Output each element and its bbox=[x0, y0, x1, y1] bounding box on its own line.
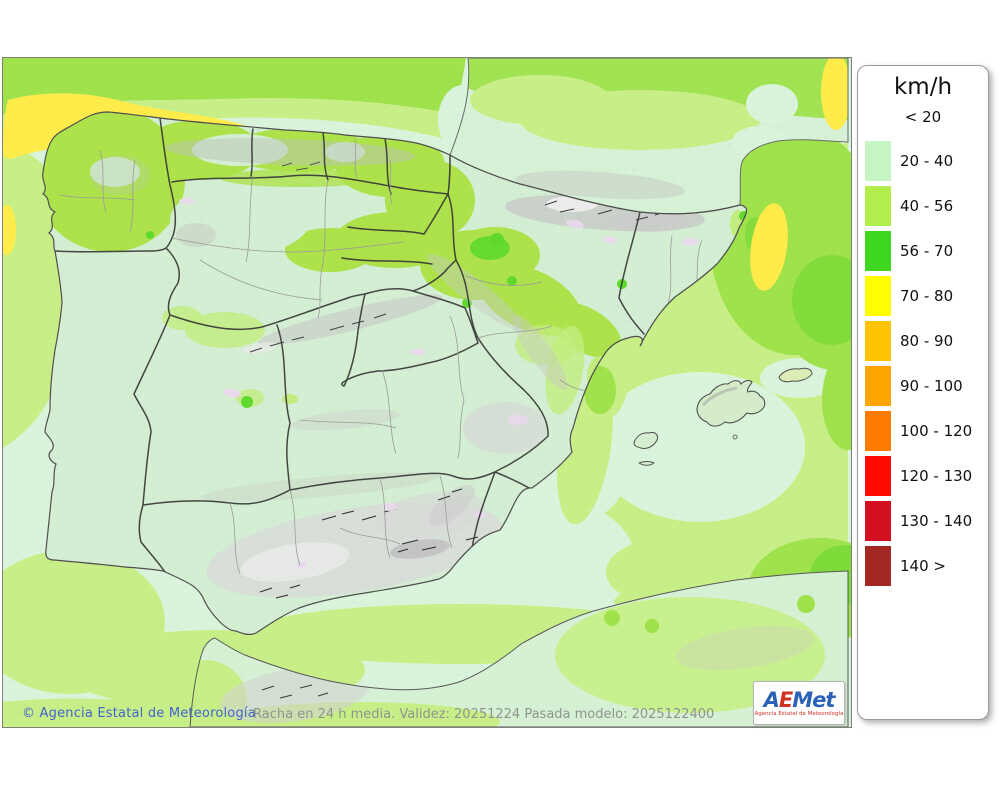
legend-row: 20 - 40 bbox=[865, 141, 983, 181]
aemet-logo-text: AEMet bbox=[763, 687, 836, 712]
legend-swatch bbox=[865, 366, 891, 406]
legend-swatch bbox=[865, 456, 891, 496]
legend-swatch bbox=[865, 186, 891, 226]
legend-row: 130 - 140 bbox=[865, 501, 983, 541]
legend-swatch bbox=[865, 276, 891, 316]
wind-speed-legend: km/h < 20 20 - 40 40 - 56 56 - 70 70 - 8… bbox=[857, 65, 989, 720]
stipple-texture bbox=[3, 58, 851, 727]
legend-under-20-label: < 20 bbox=[904, 108, 942, 126]
legend-swatch bbox=[865, 501, 891, 541]
legend-unit-title: km/h bbox=[893, 74, 953, 100]
aemet-logo: AEMet Agencia Estatal de Meteorología bbox=[753, 681, 845, 725]
legend-swatch bbox=[865, 231, 891, 271]
legend-swatch bbox=[865, 411, 891, 451]
legend-row: 90 - 100 bbox=[865, 366, 983, 406]
legend-row: 80 - 90 bbox=[865, 321, 983, 361]
legend-row: 70 - 80 bbox=[865, 276, 983, 316]
legend-swatch bbox=[865, 141, 891, 181]
map-caption: Racha en 24 h media. Validez: 20251224 P… bbox=[253, 707, 715, 722]
legend-row: 120 - 130 bbox=[865, 456, 983, 496]
legend-row: 140 > bbox=[865, 546, 983, 586]
legend-swatch bbox=[865, 546, 891, 586]
copyright-text: © Agencia Estatal de Meteorología bbox=[22, 706, 256, 721]
wind-gust-map bbox=[2, 57, 852, 728]
aemet-logo-subtitle: Agencia Estatal de Meteorología bbox=[754, 710, 844, 717]
legend-row: 100 - 120 bbox=[865, 411, 983, 451]
legend-row: 56 - 70 bbox=[865, 231, 983, 271]
legend-row: 40 - 56 bbox=[865, 186, 983, 226]
map-canvas bbox=[3, 58, 851, 727]
legend-swatch bbox=[865, 321, 891, 361]
